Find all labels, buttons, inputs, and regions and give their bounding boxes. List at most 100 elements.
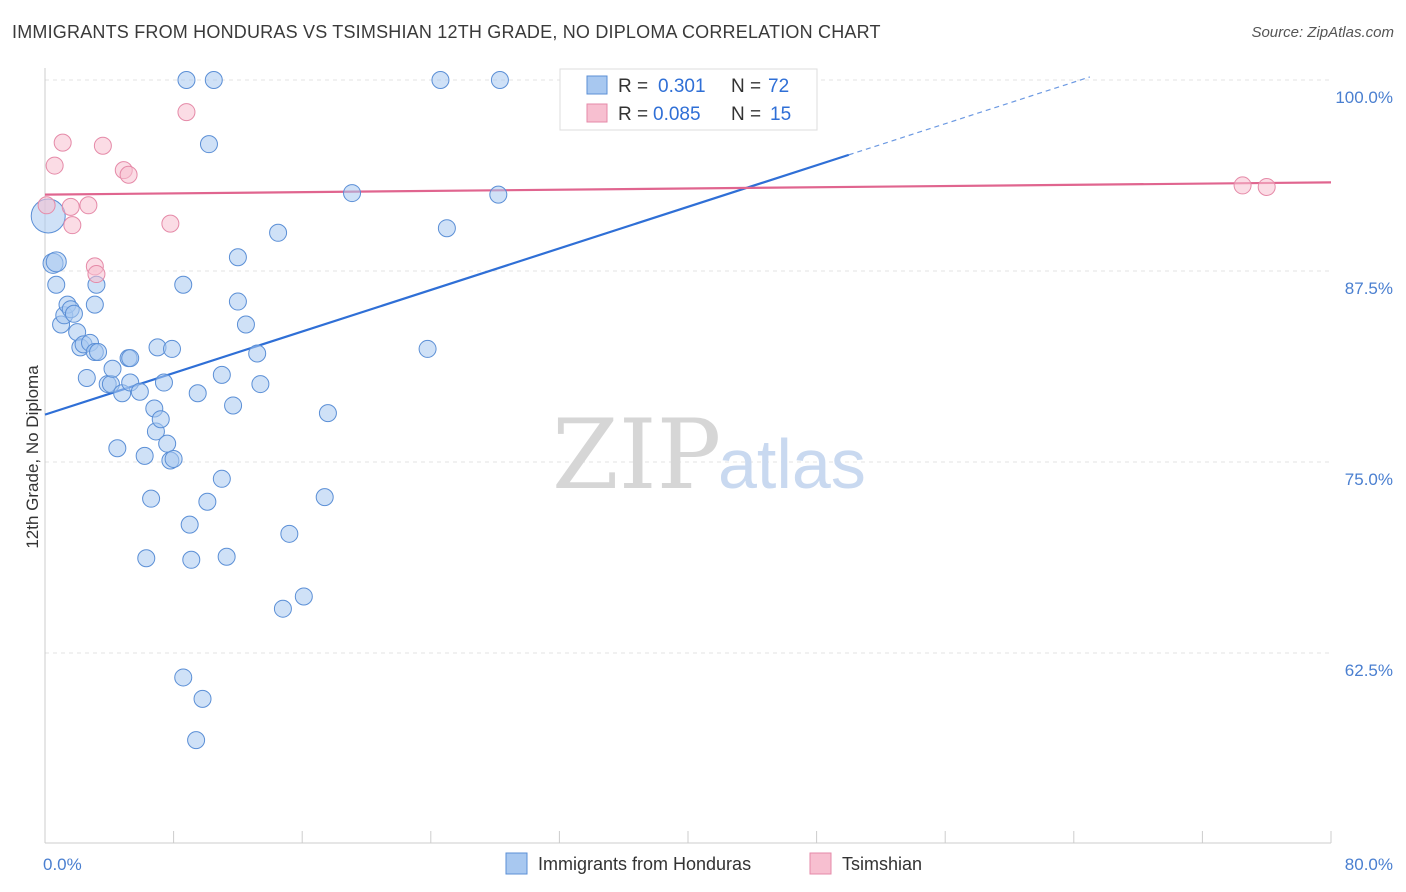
data-point-honduras xyxy=(269,223,288,242)
data-point-honduras xyxy=(431,71,450,89)
data-point-honduras xyxy=(180,515,199,534)
data-point-honduras xyxy=(343,184,362,203)
data-point-tsimshian xyxy=(177,103,196,122)
data-point-honduras xyxy=(251,375,270,394)
data-point-honduras xyxy=(130,382,149,401)
data-point-tsimshian xyxy=(1257,177,1276,196)
data-point-honduras xyxy=(142,489,161,508)
data-point-honduras xyxy=(217,547,236,566)
legend-n-label: N = xyxy=(731,76,761,97)
data-point-tsimshian xyxy=(37,196,56,215)
data-point-tsimshian xyxy=(93,136,112,155)
data-point-honduras xyxy=(204,71,223,89)
bottom-legend-swatch-tsimshian xyxy=(809,852,832,875)
data-point-honduras xyxy=(294,587,313,606)
data-point-honduras xyxy=(103,359,122,378)
data-point-honduras xyxy=(89,342,108,361)
data-point-tsimshian xyxy=(119,165,138,184)
source-label: Source: ZipAtlas.com xyxy=(1251,24,1394,41)
x-tick-label: 80.0% xyxy=(1345,855,1393,874)
chart-title: IMMIGRANTS FROM HONDURAS VS TSIMSHIAN 12… xyxy=(12,22,881,42)
data-point-honduras xyxy=(174,668,193,687)
data-point-honduras xyxy=(199,135,218,154)
bottom-legend-label-honduras: Immigrants from Honduras xyxy=(538,854,751,874)
legend-n-value: 72 xyxy=(768,76,789,97)
legend-r-value: 0.301 xyxy=(658,76,706,97)
data-point-honduras xyxy=(187,731,206,750)
data-point-honduras xyxy=(228,248,247,267)
data-point-honduras xyxy=(228,292,247,311)
data-point-honduras xyxy=(177,71,196,89)
y-axis-label: 12th Grade, No Diploma xyxy=(23,365,42,549)
legend-r-label: R = xyxy=(618,76,648,97)
trend-line-honduras xyxy=(44,153,850,416)
data-point-honduras xyxy=(315,488,334,507)
legend-swatch-honduras xyxy=(586,75,608,95)
legend-r-label: R = xyxy=(618,104,648,125)
legend-box: R = 0.301 N = 72 R = 0.085 N = 15 xyxy=(559,68,818,131)
data-point-honduras xyxy=(490,71,509,89)
data-point-honduras xyxy=(224,396,243,415)
data-point-honduras xyxy=(121,349,140,368)
data-point-honduras xyxy=(108,439,127,458)
data-point-honduras xyxy=(489,185,508,204)
y-tick-label: 87.5% xyxy=(1345,279,1393,298)
data-point-honduras xyxy=(437,219,456,238)
bottom-legend: Immigrants from Honduras Tsimshian xyxy=(505,852,922,875)
y-tick-label: 100.0% xyxy=(1335,88,1393,107)
data-point-honduras xyxy=(137,549,156,568)
data-point-honduras xyxy=(162,339,181,358)
data-point-honduras xyxy=(164,449,183,468)
data-point-honduras xyxy=(280,524,299,543)
trend-line-honduras-extension xyxy=(848,76,1091,156)
bottom-legend-swatch-honduras xyxy=(505,852,528,875)
data-point-tsimshian xyxy=(45,156,64,175)
data-point-tsimshian xyxy=(161,214,180,233)
data-point-honduras xyxy=(212,469,231,488)
watermark-atlas: atlas xyxy=(718,425,866,503)
data-point-honduras xyxy=(273,599,292,618)
bottom-legend-label-tsimshian: Tsimshian xyxy=(842,854,922,874)
data-point-tsimshian xyxy=(53,133,72,152)
y-tick-labels: 100.0% 87.5% 75.0% 62.5% xyxy=(1335,88,1393,680)
data-point-honduras xyxy=(64,304,83,323)
data-point-tsimshian xyxy=(1233,176,1252,195)
legend-r-value: 0.085 xyxy=(653,104,701,125)
data-point-tsimshian xyxy=(61,197,80,216)
data-point-honduras xyxy=(77,368,96,387)
data-point-tsimshian xyxy=(63,216,82,235)
trend-line-tsimshian xyxy=(44,181,1332,196)
data-point-honduras xyxy=(47,275,66,294)
data-point-honduras xyxy=(182,550,201,569)
data-point-honduras xyxy=(236,315,255,334)
watermark: ZIP atlas xyxy=(552,399,866,511)
data-point-honduras xyxy=(151,410,170,429)
legend-n-label: N = xyxy=(731,104,761,125)
legend-swatch-tsimshian xyxy=(586,103,608,123)
y-tick-label: 62.5% xyxy=(1345,661,1393,680)
data-point-honduras xyxy=(418,339,437,358)
watermark-zip: ZIP xyxy=(552,399,721,511)
data-point-tsimshian xyxy=(79,196,98,215)
data-point-honduras xyxy=(188,384,207,403)
trend-lines xyxy=(44,76,1332,416)
data-point-honduras xyxy=(318,404,337,423)
y-tick-label: 75.0% xyxy=(1345,470,1393,489)
data-point-honduras xyxy=(198,492,217,511)
x-tick-label: 0.0% xyxy=(43,855,82,874)
data-point-honduras xyxy=(45,251,67,273)
data-point-honduras xyxy=(248,344,267,363)
x-tick-labels: 0.0% 80.0% xyxy=(43,855,1393,874)
data-point-honduras xyxy=(212,365,231,384)
data-point-honduras xyxy=(154,373,173,392)
data-point-honduras xyxy=(135,446,154,465)
data-point-honduras xyxy=(193,689,212,708)
data-point-honduras xyxy=(85,295,104,314)
data-point-honduras xyxy=(174,275,193,294)
data-point-honduras xyxy=(158,434,177,453)
data-point-tsimshian xyxy=(87,265,106,284)
grid-lines xyxy=(45,79,1331,654)
data-points xyxy=(30,71,1276,750)
legend-n-value: 15 xyxy=(770,104,791,125)
